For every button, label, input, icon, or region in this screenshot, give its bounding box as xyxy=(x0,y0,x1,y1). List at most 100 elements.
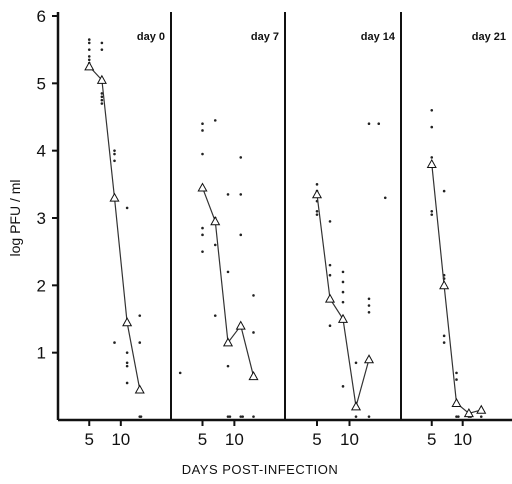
data-point xyxy=(113,152,116,156)
panel-2: day 7 5 10 xyxy=(178,31,279,449)
data-point xyxy=(100,98,104,102)
data-point xyxy=(367,310,371,314)
data-point xyxy=(315,209,319,213)
data-point xyxy=(354,415,358,418)
mean-marker xyxy=(451,397,462,408)
data-point xyxy=(367,122,371,126)
data-point xyxy=(201,152,204,156)
data-point xyxy=(226,415,230,418)
y-tick-label: 5 xyxy=(37,74,46,93)
x-tick-label: 10 xyxy=(111,430,130,449)
mean-line xyxy=(316,194,370,407)
mean-marker xyxy=(337,313,349,323)
data-point xyxy=(367,297,371,301)
data-point xyxy=(341,290,345,294)
data-point xyxy=(328,263,332,267)
data-point xyxy=(213,119,217,122)
data-point xyxy=(455,415,458,418)
data-point xyxy=(226,364,230,368)
data-point xyxy=(100,41,104,45)
mean-marker xyxy=(122,317,133,327)
x-tick-label: 5 xyxy=(312,430,321,449)
mean-marker xyxy=(96,74,107,84)
data-point xyxy=(252,331,255,334)
data-point xyxy=(226,193,230,196)
data-point xyxy=(87,48,91,51)
x-tick-label: 5 xyxy=(427,430,436,449)
mean-marker xyxy=(134,384,145,394)
mean-line xyxy=(431,164,482,414)
panel-4: day 21 5 10 xyxy=(426,31,506,449)
mean-marker xyxy=(426,158,437,168)
data-point xyxy=(341,280,345,284)
data-point xyxy=(430,125,434,129)
y-tick-label: 2 xyxy=(37,276,46,295)
mean-marker xyxy=(350,401,362,411)
data-point xyxy=(87,41,91,45)
panel-3: day 14 5 10 xyxy=(311,31,396,449)
mean-marker xyxy=(248,371,259,381)
data-point xyxy=(201,250,204,253)
mean-line xyxy=(88,66,141,390)
data-point xyxy=(113,159,116,163)
x-tick-label: 10 xyxy=(340,430,359,449)
data-point xyxy=(100,48,104,51)
data-point xyxy=(367,415,371,418)
data-point xyxy=(113,341,116,344)
data-point xyxy=(377,122,381,126)
y-tick-label: 1 xyxy=(37,344,46,363)
data-point xyxy=(226,270,230,274)
panel-label: day 0 xyxy=(137,31,165,43)
data-point xyxy=(328,324,332,328)
data-point xyxy=(430,108,434,112)
data-point xyxy=(138,314,142,317)
data-point xyxy=(430,213,434,216)
panel-label: day 21 xyxy=(472,31,506,43)
mean-marker xyxy=(235,320,246,330)
data-point xyxy=(354,361,358,365)
data-point xyxy=(113,149,116,152)
data-point xyxy=(479,415,483,418)
mean-marker xyxy=(210,216,221,226)
x-axis-title: DAYS POST-INFECTION xyxy=(182,462,339,477)
data-point xyxy=(100,92,104,95)
y-tick-label: 6 xyxy=(37,7,46,26)
data-point xyxy=(100,95,104,99)
data-point xyxy=(201,122,204,126)
data-point xyxy=(455,371,458,375)
data-point xyxy=(455,378,458,381)
data-point xyxy=(457,415,460,418)
x-tick-label: 5 xyxy=(85,430,94,449)
mean-marker xyxy=(324,293,336,303)
panel-label: day 7 xyxy=(251,31,279,43)
data-point xyxy=(430,156,434,159)
mean-marker xyxy=(197,182,208,192)
y-axis-title: log PFU / ml xyxy=(7,179,23,256)
data-point xyxy=(341,270,345,274)
data-point xyxy=(87,38,91,41)
mean-marker xyxy=(109,192,120,202)
data-point xyxy=(252,415,255,418)
data-point xyxy=(138,341,142,344)
data-point xyxy=(367,304,371,307)
data-point xyxy=(178,371,182,375)
data-point xyxy=(139,415,143,418)
mean-marker xyxy=(84,61,95,71)
y-tick-label: 4 xyxy=(37,142,46,161)
data-point xyxy=(442,189,446,193)
data-point xyxy=(201,129,204,132)
data-point xyxy=(125,381,129,385)
data-point xyxy=(239,415,243,418)
data-point xyxy=(315,213,319,216)
data-point xyxy=(87,55,91,58)
data-point xyxy=(125,351,129,354)
data-point xyxy=(100,102,104,105)
data-point xyxy=(213,314,217,317)
mean-marker xyxy=(439,280,450,290)
mean-marker xyxy=(463,408,474,418)
x-tick-label: 10 xyxy=(225,430,244,449)
mean-line xyxy=(201,187,255,377)
data-point xyxy=(430,209,434,213)
data-point xyxy=(201,226,204,230)
